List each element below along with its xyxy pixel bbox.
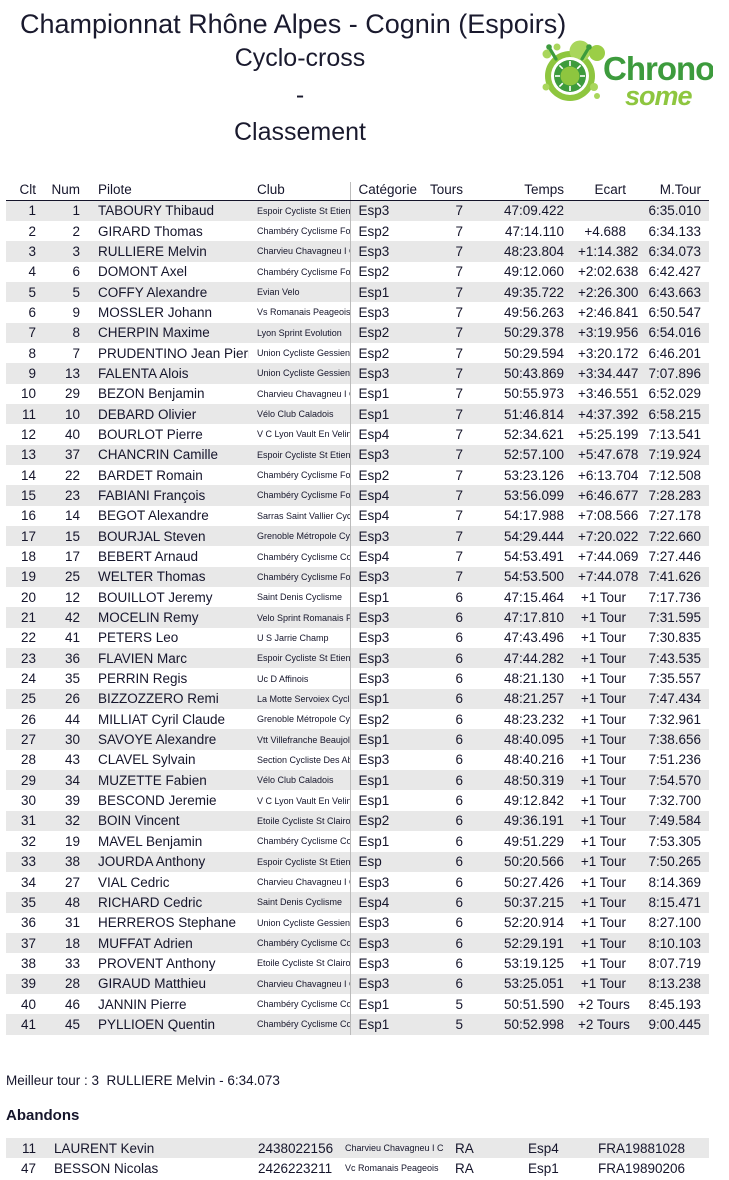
- svg-text:some: some: [625, 81, 693, 110]
